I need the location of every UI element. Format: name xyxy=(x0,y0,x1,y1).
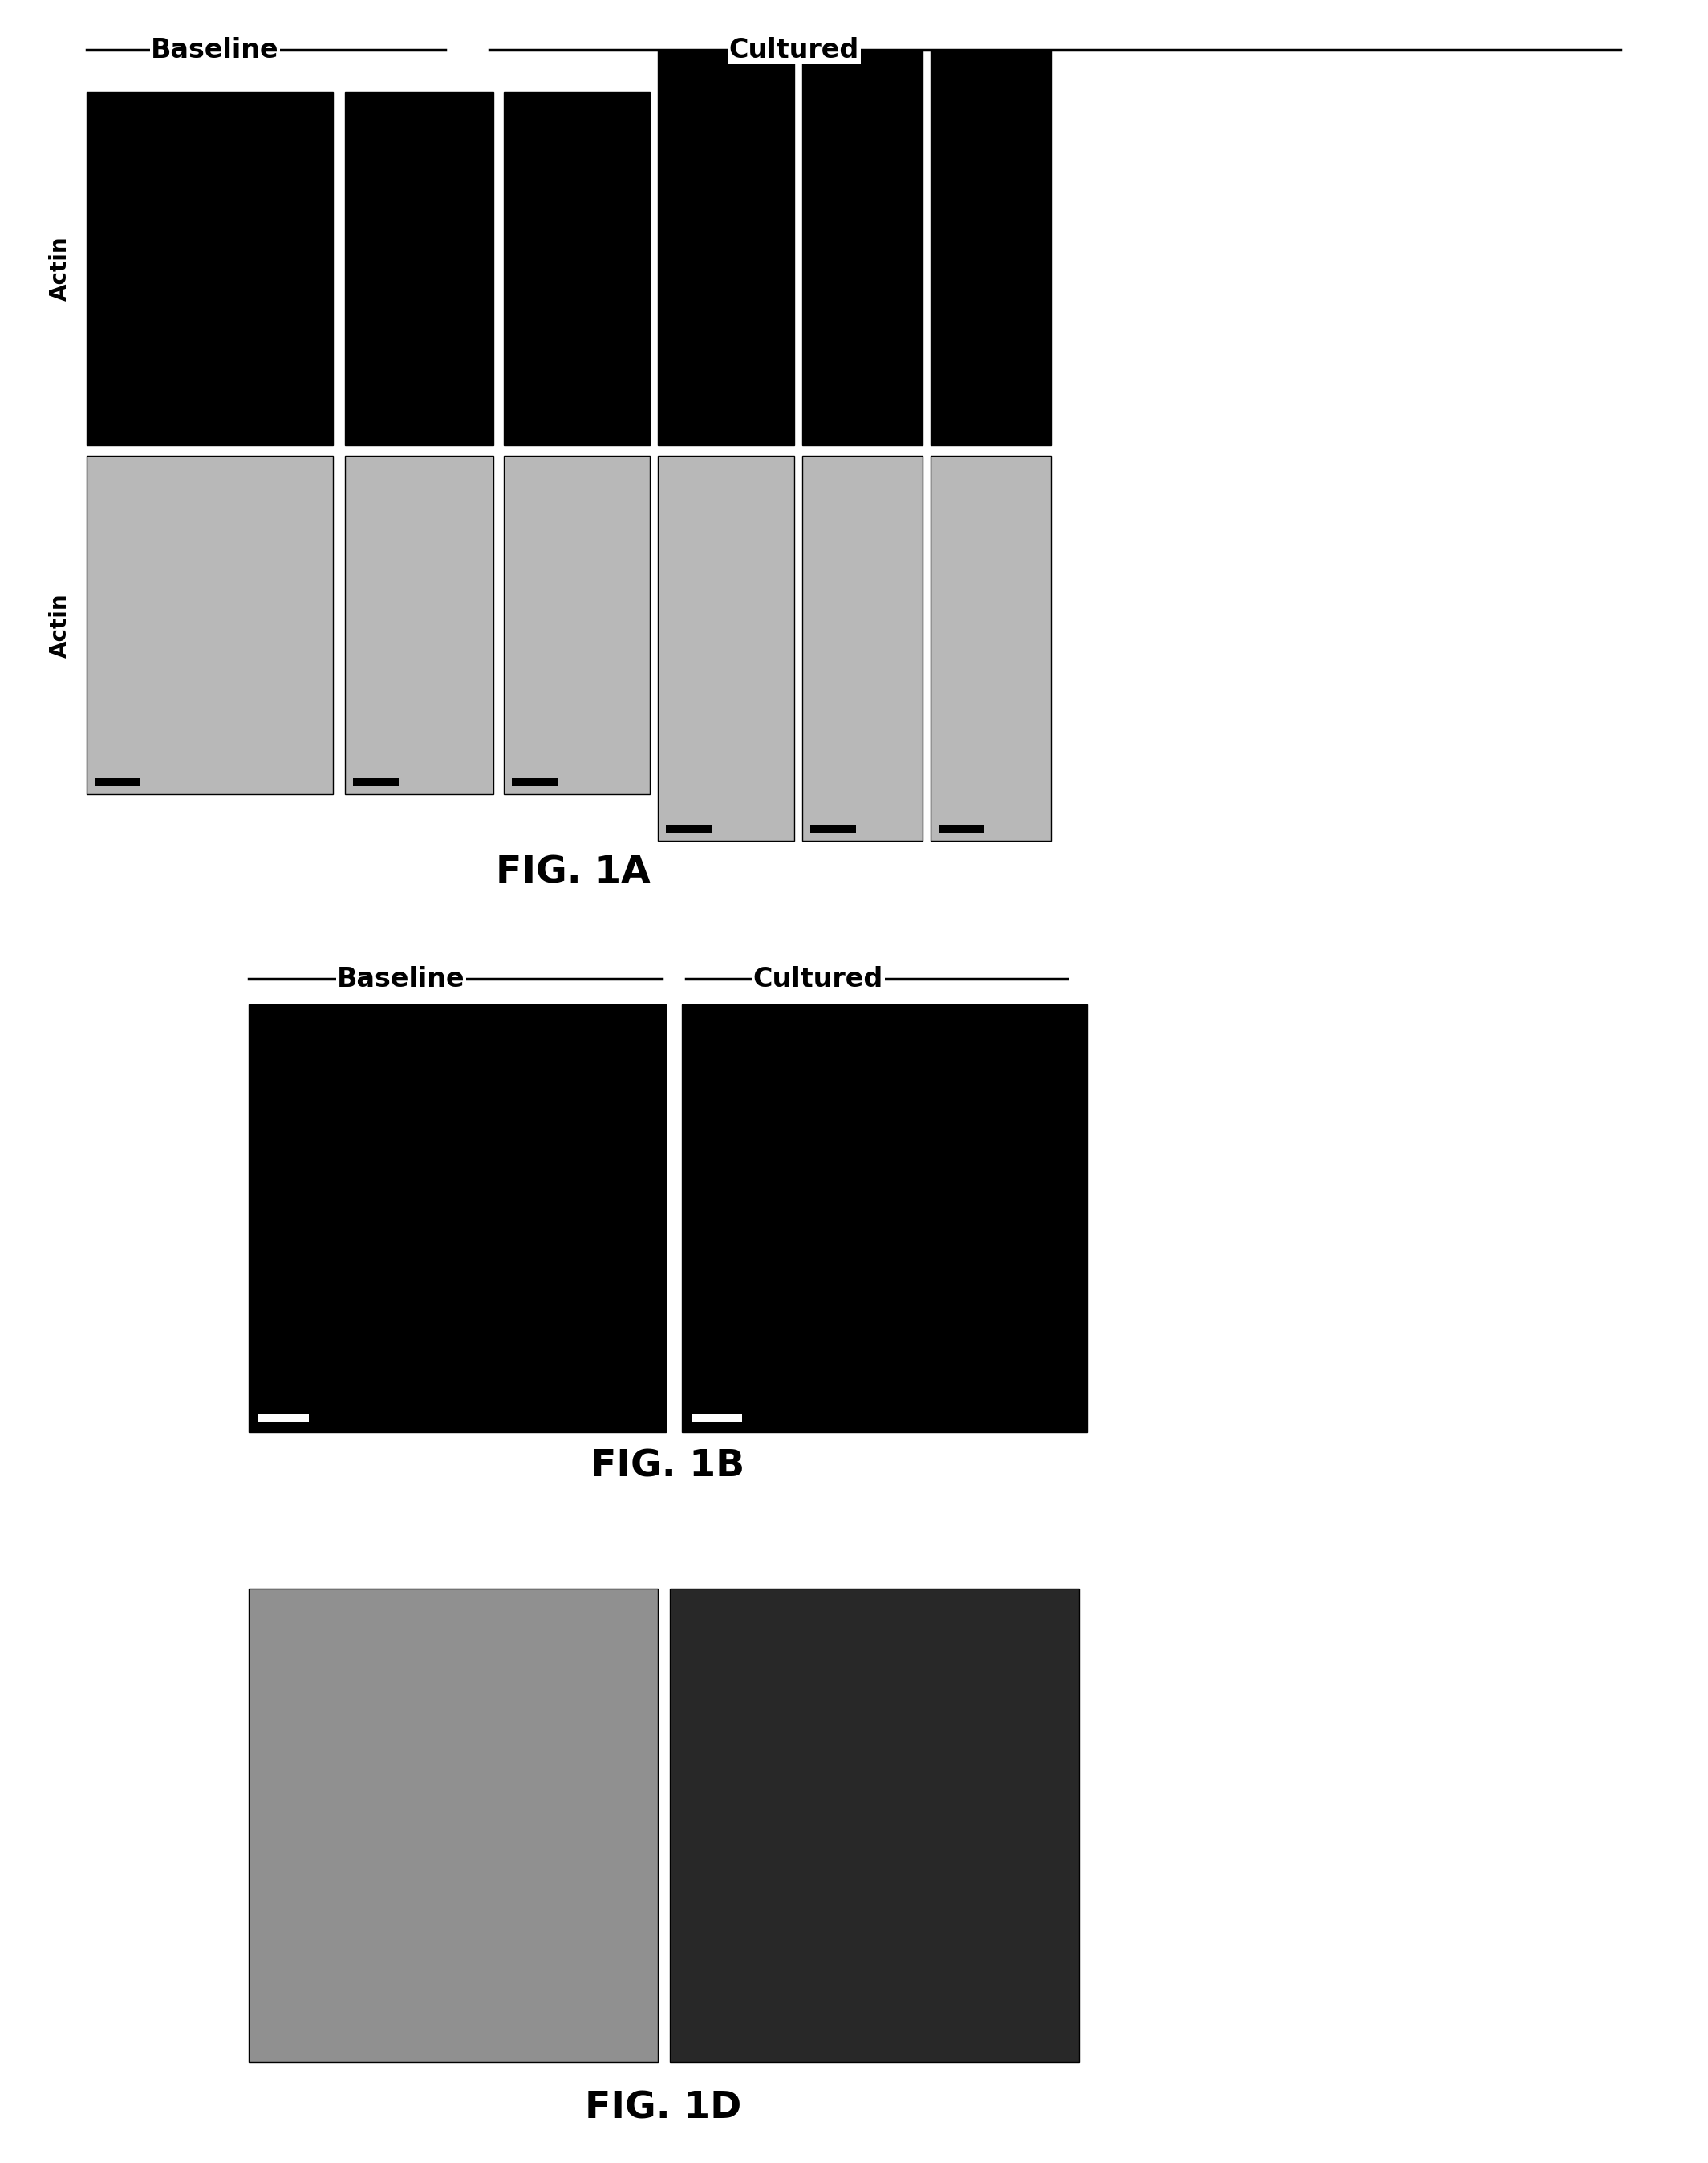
Text: FIG. 1D: FIG. 1D xyxy=(586,2089,741,2126)
Text: FIG. 1A: FIG. 1A xyxy=(495,854,651,891)
Bar xyxy=(658,50,794,446)
Bar xyxy=(87,456,333,794)
Bar xyxy=(354,779,398,787)
Bar xyxy=(692,1415,741,1423)
Bar xyxy=(504,93,649,446)
Bar xyxy=(658,456,794,841)
Bar xyxy=(939,824,984,833)
Bar xyxy=(512,779,557,787)
Bar xyxy=(931,50,1050,446)
Bar xyxy=(345,93,494,446)
Bar xyxy=(94,779,140,787)
Bar xyxy=(87,93,333,446)
Text: Actin: Actin xyxy=(50,593,72,658)
Bar xyxy=(258,1415,309,1423)
Text: Baseline: Baseline xyxy=(336,965,465,993)
Text: Cultured: Cultured xyxy=(729,37,859,63)
Bar xyxy=(931,456,1050,841)
Text: FIG. 1B: FIG. 1B xyxy=(591,1449,745,1484)
Bar xyxy=(810,824,856,833)
Text: Baseline: Baseline xyxy=(150,37,278,63)
Bar xyxy=(249,1004,666,1432)
Bar xyxy=(504,456,649,794)
Text: Actin: Actin xyxy=(50,236,72,301)
Bar xyxy=(803,50,922,446)
Bar xyxy=(249,1588,658,2061)
Bar xyxy=(803,456,922,841)
Bar xyxy=(345,456,494,794)
Bar xyxy=(666,824,712,833)
Bar xyxy=(670,1588,1079,2061)
Text: Cultured: Cultured xyxy=(753,965,883,993)
Bar xyxy=(681,1004,1086,1432)
